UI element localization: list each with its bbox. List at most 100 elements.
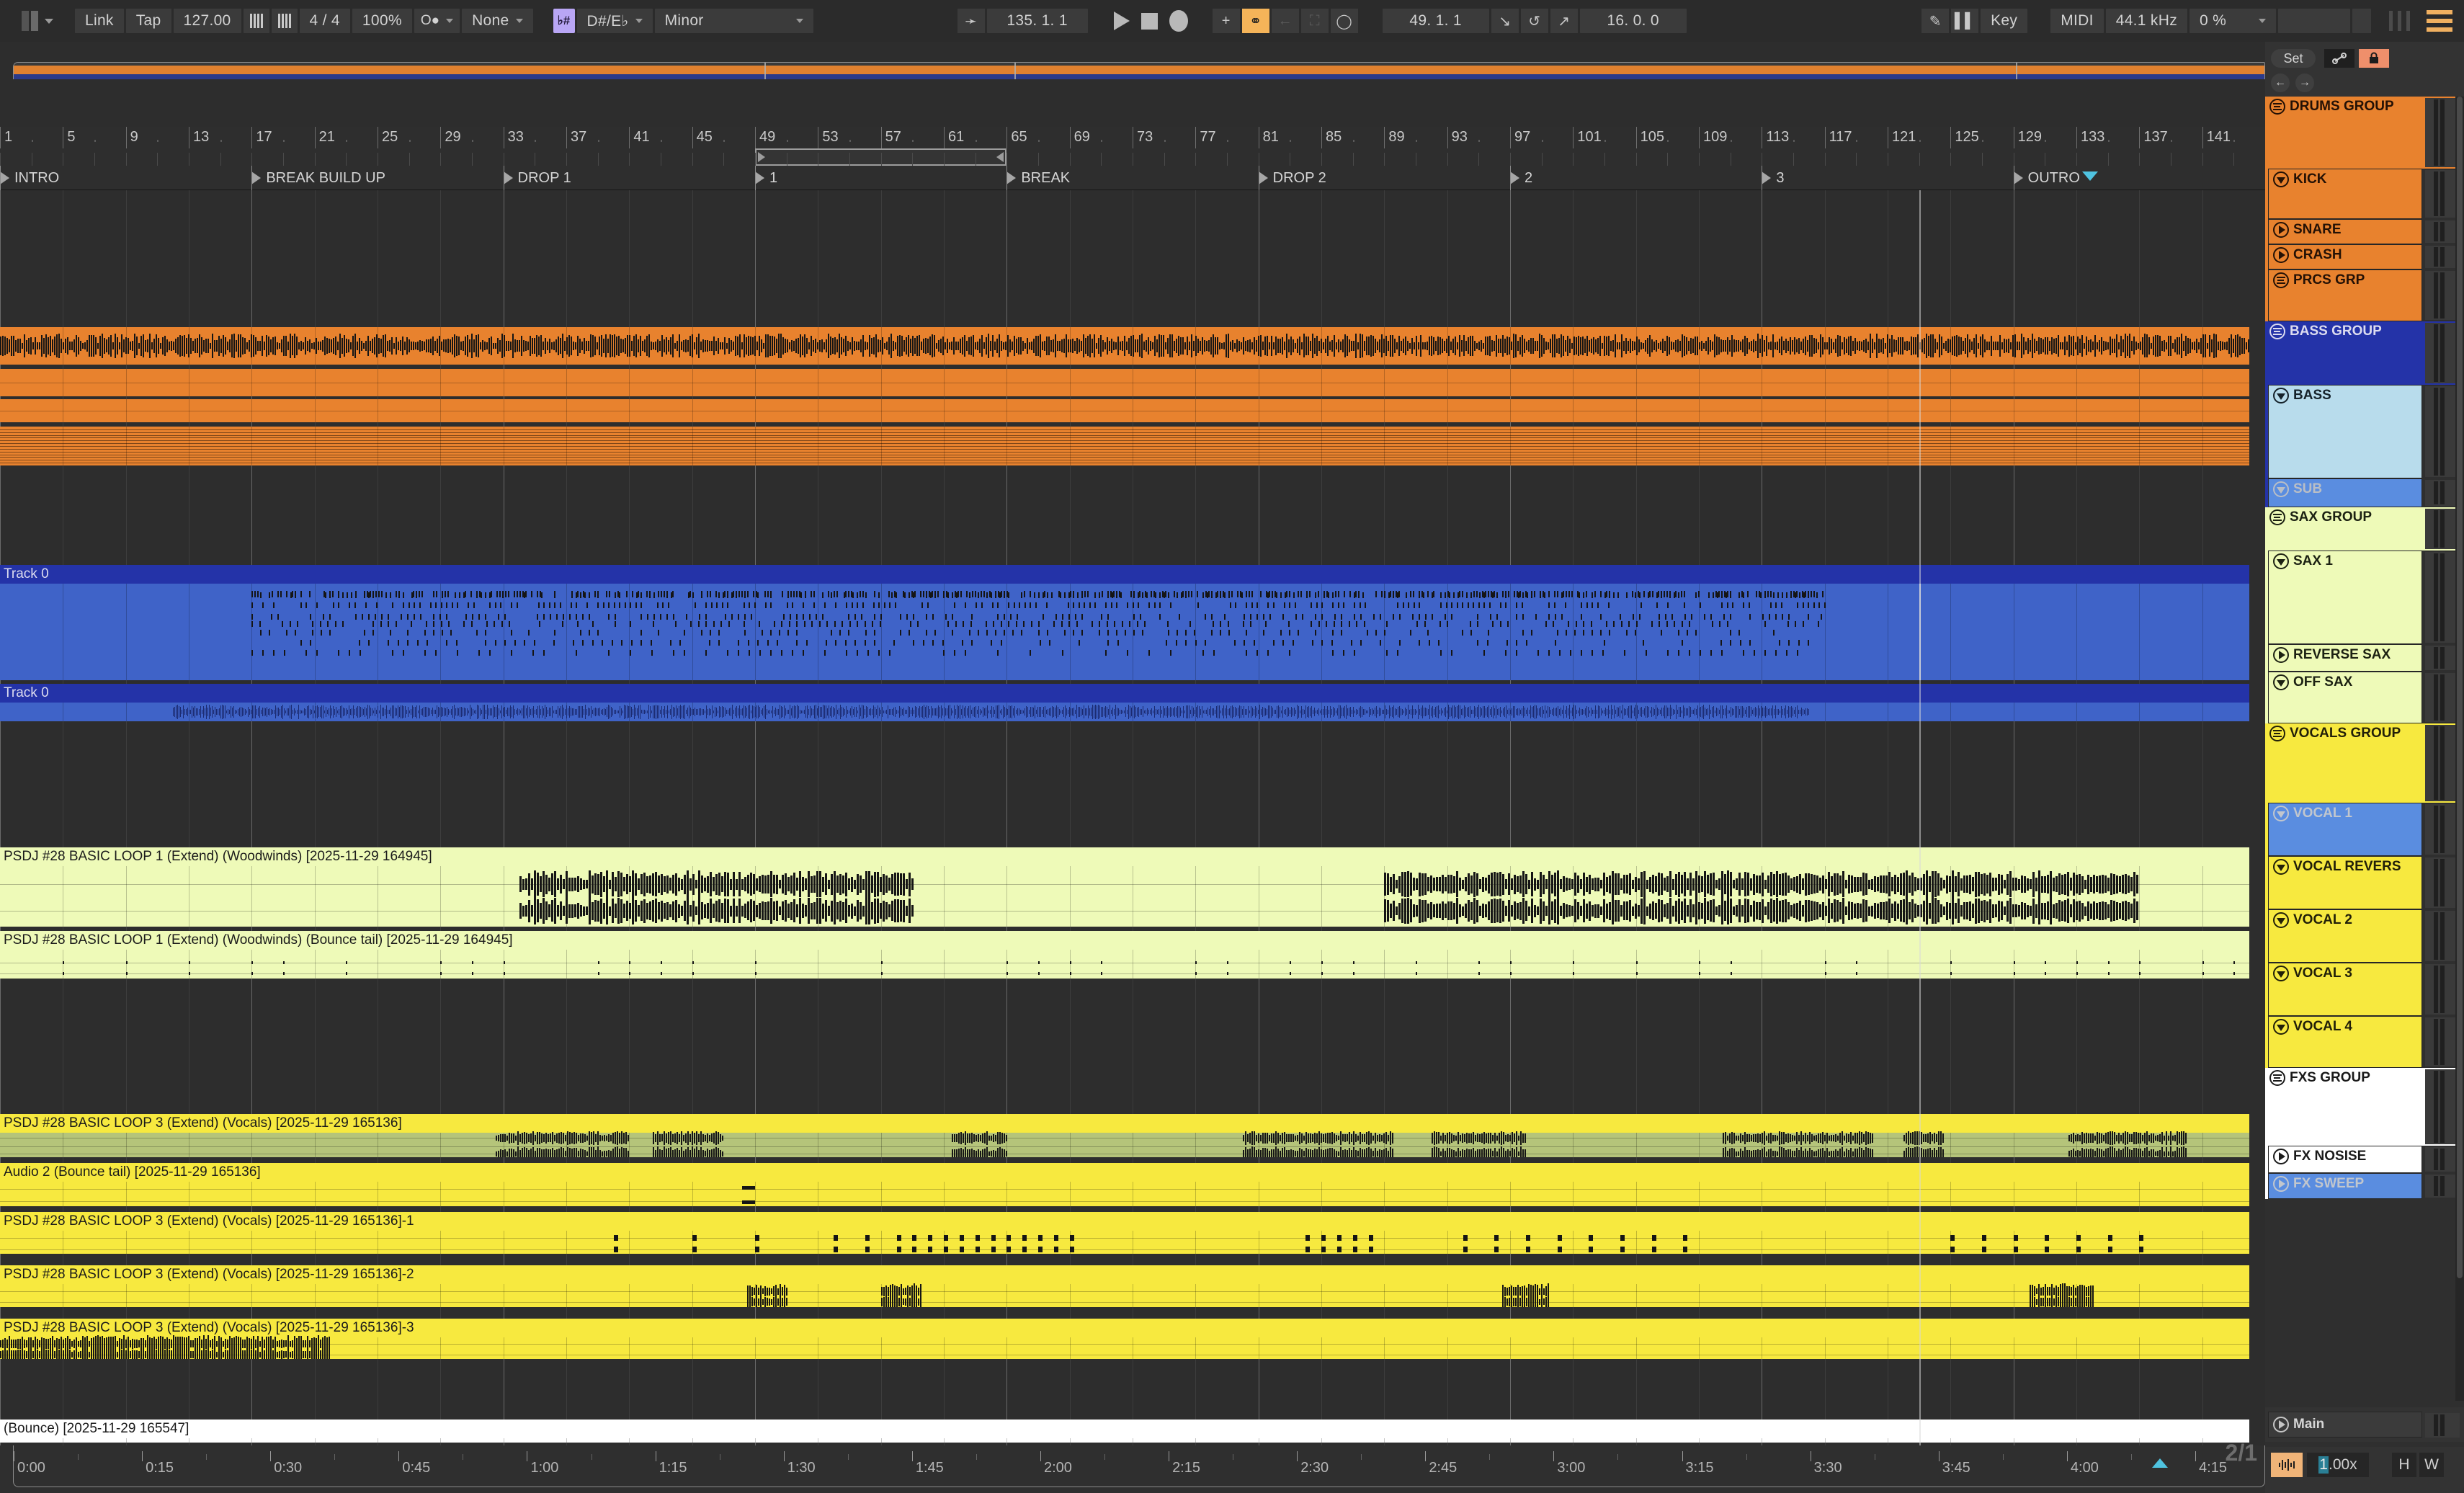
wave-segment	[248, 707, 249, 717]
locator-4[interactable]: 1	[755, 166, 777, 190]
stop-icon[interactable]	[1141, 12, 1158, 30]
session-arrangement-toggle[interactable]	[22, 11, 53, 31]
wave-segment	[1399, 640, 1401, 646]
wave-segment	[506, 341, 507, 351]
arrangement-overview[interactable]	[13, 62, 2265, 79]
wave-segment	[1488, 901, 1491, 921]
punch-in-icon[interactable]: ↘	[1491, 9, 1519, 33]
wave-segment	[1372, 336, 1374, 356]
arrangement-position-field[interactable]: 135. 1. 1	[986, 9, 1088, 33]
wave-segment	[2122, 901, 2125, 921]
link-button[interactable]: Link	[75, 9, 124, 33]
wave-segment	[1010, 614, 1012, 620]
wave-segment	[661, 335, 663, 357]
clip[interactable]	[0, 427, 2250, 465]
clip[interactable]: Track 0	[0, 565, 2250, 680]
midi-keyboard-icon[interactable]: ▌▌	[1951, 9, 1979, 33]
clip[interactable]	[0, 399, 2250, 422]
clip-grid-h	[0, 443, 2250, 444]
midi-map-button[interactable]: MIDI	[2050, 9, 2104, 33]
wave-segment	[862, 905, 865, 917]
wave-segment	[1681, 901, 1684, 921]
wave-segment	[1748, 706, 1749, 718]
wave-segment	[491, 337, 492, 355]
wave-segment	[1425, 614, 1427, 620]
wave-segment	[1517, 902, 1519, 919]
clip-grid	[125, 369, 127, 396]
locator-2[interactable]: BREAK BUILD UP	[251, 166, 385, 190]
automation-arm-icon[interactable]: ⚭	[1241, 9, 1269, 33]
add-automation-icon[interactable]: +	[1212, 9, 1240, 33]
sample-rate-display[interactable]: 44.1 kHz	[2105, 9, 2187, 33]
metronome-icon[interactable]	[243, 9, 269, 33]
wave-segment	[1523, 706, 1525, 718]
loop-icon[interactable]: ↺	[1520, 9, 1548, 33]
punch-out-icon[interactable]: ↗	[1550, 9, 1578, 33]
groove-amount-field[interactable]: 100%	[352, 9, 412, 33]
punch-in-position-field[interactable]: 49. 1. 1	[1382, 9, 1489, 33]
play-icon[interactable]	[1113, 12, 1130, 30]
back-to-arrangement-icon[interactable]: ←	[1271, 9, 1299, 33]
wave-segment	[1477, 621, 1479, 627]
tempo-field[interactable]: 127.00	[173, 9, 241, 33]
arrangement-end-marker[interactable]	[2082, 171, 2098, 181]
wave-segment	[1478, 341, 1480, 351]
clip[interactable]	[0, 327, 2250, 365]
cpu-load-display[interactable]: 0 %	[2190, 9, 2276, 33]
wave-segment	[1439, 337, 1441, 355]
wave-segment	[1072, 339, 1073, 353]
locator-9[interactable]: OUTRO	[2013, 166, 2080, 190]
wave-segment	[1094, 602, 1097, 608]
wave-segment	[1594, 877, 1597, 891]
metronome-subdivision-icon[interactable]	[271, 9, 298, 33]
clip[interactable]	[0, 369, 2250, 396]
chevron-down-icon[interactable]	[45, 18, 53, 24]
wave-segment	[1102, 707, 1104, 717]
wave-segment	[967, 708, 968, 716]
wave-segment	[1982, 334, 1983, 357]
follow-icon[interactable]: ➛	[957, 9, 985, 33]
wave-segment	[452, 705, 454, 718]
main-menu-icon[interactable]	[2427, 10, 2452, 32]
pencil-icon[interactable]: ✎	[1921, 9, 1950, 33]
key-map-button[interactable]: Key	[1981, 9, 2028, 33]
loop-switch-icon[interactable]: ◯	[1330, 9, 1358, 33]
time-signature-field[interactable]: 4 / 4	[299, 9, 350, 33]
clip[interactable]: Track 0	[0, 684, 2250, 721]
wave-segment	[429, 708, 431, 716]
locator-6[interactable]: DROP 2	[1258, 166, 1326, 190]
wave-segment	[879, 876, 882, 892]
wave-segment	[1546, 710, 1548, 714]
wave-segment	[1681, 621, 1683, 627]
wave-segment	[1462, 879, 1465, 889]
record-icon[interactable]	[1169, 10, 1188, 32]
wave-segment	[176, 705, 177, 719]
locator-3[interactable]: DROP 1	[503, 166, 571, 190]
locator-5[interactable]: BREAK	[1006, 166, 1070, 190]
key-signature-badge[interactable]: ♭#	[553, 9, 575, 33]
wave-segment	[1381, 334, 1383, 357]
loop-length-field[interactable]: 16. 0. 0	[1579, 9, 1687, 33]
wave-segment	[961, 640, 963, 646]
locator-8[interactable]: 3	[1762, 166, 1784, 190]
draw-mode-icon[interactable]: ⛶	[1300, 9, 1329, 33]
wave-segment	[1897, 876, 1900, 892]
bar-ruler[interactable]: INTRO BREAK BUILD UP DROP 1 1 BREAK DROP…	[0, 127, 2265, 190]
locator-7[interactable]: 2	[1510, 166, 1532, 190]
clip-grid	[1195, 399, 1197, 422]
scale-select[interactable]: Minor	[654, 9, 813, 33]
key-root-select[interactable]: D#/E♭	[576, 9, 653, 33]
wave-segment	[961, 708, 963, 715]
wave-segment	[1522, 335, 1523, 357]
wave-segment	[445, 708, 447, 716]
clip[interactable]: PSDJ #28 BASIC LOOP 1 (Extend) (Woodwind…	[0, 847, 2250, 927]
tracks-canvas[interactable]: Track 0 Track 0 PSDJ #28 BASIC LOOP 1 (Ext…	[0, 190, 2265, 1466]
wave-segment	[1224, 614, 1226, 620]
wave-segment	[1233, 707, 1235, 717]
wave-segment	[1477, 640, 1479, 646]
locator-1[interactable]: INTRO	[0, 166, 59, 190]
tap-tempo-button[interactable]: Tap	[125, 9, 171, 33]
quantization-select[interactable]: None	[462, 9, 533, 33]
wave-segment	[1225, 708, 1226, 716]
groove-pool-icon[interactable]: O●	[414, 9, 460, 33]
